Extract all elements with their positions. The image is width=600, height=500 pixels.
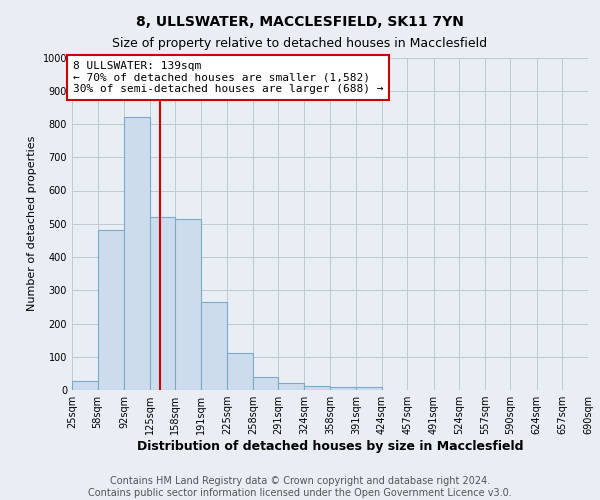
Bar <box>201 302 227 390</box>
Bar <box>175 219 201 390</box>
Text: 8 ULLSWATER: 139sqm
← 70% of detached houses are smaller (1,582)
30% of semi-det: 8 ULLSWATER: 139sqm ← 70% of detached ho… <box>73 61 383 94</box>
Bar <box>227 354 253 390</box>
Bar <box>124 118 149 390</box>
Bar <box>98 230 124 390</box>
Bar <box>253 378 278 390</box>
X-axis label: Distribution of detached houses by size in Macclesfield: Distribution of detached houses by size … <box>137 440 523 453</box>
Bar <box>331 388 356 390</box>
Text: Contains HM Land Registry data © Crown copyright and database right 2024.
Contai: Contains HM Land Registry data © Crown c… <box>88 476 512 498</box>
Text: Size of property relative to detached houses in Macclesfield: Size of property relative to detached ho… <box>112 38 488 51</box>
Bar <box>278 382 304 390</box>
Text: 8, ULLSWATER, MACCLESFIELD, SK11 7YN: 8, ULLSWATER, MACCLESFIELD, SK11 7YN <box>136 15 464 29</box>
Bar <box>304 386 331 390</box>
Y-axis label: Number of detached properties: Number of detached properties <box>27 136 37 312</box>
Bar <box>72 380 98 390</box>
Bar <box>356 388 382 390</box>
Bar <box>149 217 175 390</box>
